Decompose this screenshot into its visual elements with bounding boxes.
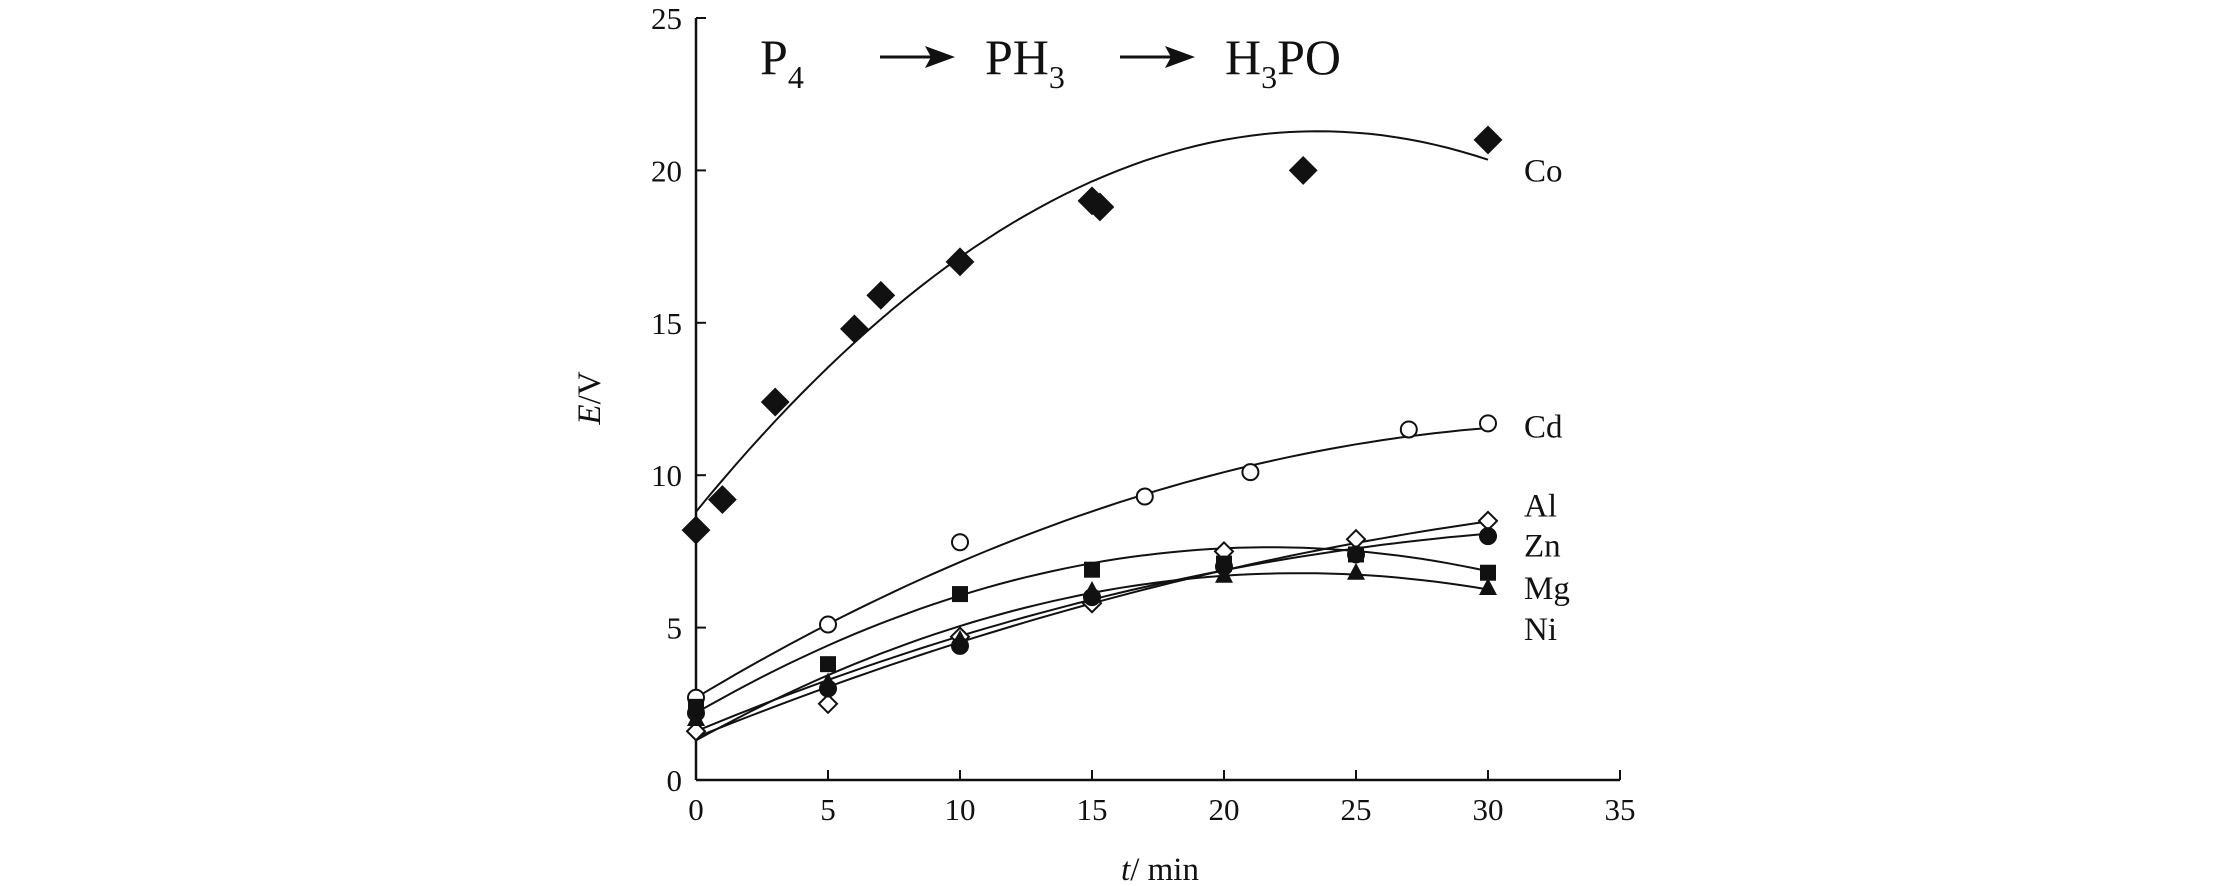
point-co: [1473, 125, 1503, 155]
y-tick-label: 25: [651, 1, 682, 36]
svg-text:H3PO: H3PO: [1225, 29, 1341, 95]
point-cd: [1479, 414, 1497, 433]
point-co: [945, 247, 975, 277]
point-ni: [1347, 562, 1365, 580]
point-mg: [1480, 564, 1496, 581]
point-ni: [819, 672, 837, 690]
y-tick-label: 20: [651, 153, 682, 188]
fit-curve-co: [695, 130, 1489, 513]
fit-curves: [695, 130, 1489, 742]
data-points: [681, 125, 1503, 742]
point-ni: [1215, 565, 1233, 583]
x-tick-label: 10: [945, 792, 976, 827]
series-label-al: Al: [1524, 489, 1557, 525]
x-tick-label: 30: [1473, 792, 1504, 827]
reaction-title: P4 PH3 H3PO: [760, 29, 1341, 95]
x-axis-label: t/ min: [1121, 852, 1199, 886]
title-h3po: H: [1225, 29, 1261, 85]
point-ni: [1083, 581, 1101, 599]
point-co: [707, 485, 737, 514]
arrow-icon: [1120, 46, 1195, 68]
point-co: [866, 280, 896, 310]
point-mg: [820, 656, 836, 673]
point-ni: [687, 709, 705, 727]
point-cd: [1135, 487, 1154, 506]
point-mg: [1084, 561, 1100, 578]
x-tick-label: 15: [1077, 792, 1108, 827]
point-cd: [1399, 420, 1418, 439]
point-cd: [951, 533, 969, 552]
series-label-ni: Ni: [1524, 612, 1557, 648]
point-ni: [951, 629, 969, 647]
point-al: [817, 693, 839, 715]
y-axis-label: E/V: [572, 371, 608, 425]
point-co: [1085, 192, 1115, 222]
y-tick-label: 10: [651, 458, 682, 493]
point-ni: [1479, 577, 1497, 595]
arrow-icon: [880, 46, 955, 68]
point-mg: [1216, 555, 1232, 572]
point-al: [685, 720, 707, 742]
point-cd: [1241, 463, 1260, 482]
y-tick-label: 5: [667, 611, 683, 646]
title-ph3: PH: [985, 29, 1049, 85]
point-zn: [1479, 527, 1497, 546]
point-co: [760, 387, 790, 417]
svg-text:PH3: PH3: [985, 29, 1065, 95]
x-tick-label: 5: [820, 792, 836, 827]
point-mg: [952, 586, 968, 603]
x-tick-label: 20: [1209, 792, 1240, 827]
series-label-zn: Zn: [1524, 528, 1561, 564]
fit-curve-al: [695, 520, 1489, 739]
x-tick-label: 0: [688, 792, 704, 827]
x-tick-label: 35: [1605, 792, 1636, 827]
axes: 0 5 10 15 20 25 30 35 0 5 10 15 20 25: [651, 1, 1636, 827]
series-label-mg: Mg: [1524, 571, 1570, 607]
title-p4: P: [760, 29, 788, 85]
point-mg: [688, 698, 704, 715]
y-tick-label: 0: [667, 763, 683, 798]
y-tick-label: 15: [651, 306, 682, 341]
point-co: [839, 314, 869, 344]
series-label-co: Co: [1524, 153, 1563, 189]
point-cd: [819, 615, 837, 634]
x-tick-label: 25: [1341, 792, 1372, 827]
series-label-cd: Cd: [1524, 409, 1563, 445]
point-co: [1288, 155, 1318, 185]
point-co: [681, 515, 711, 545]
point-mg: [1348, 546, 1364, 563]
svg-text:P4: P4: [760, 29, 804, 95]
